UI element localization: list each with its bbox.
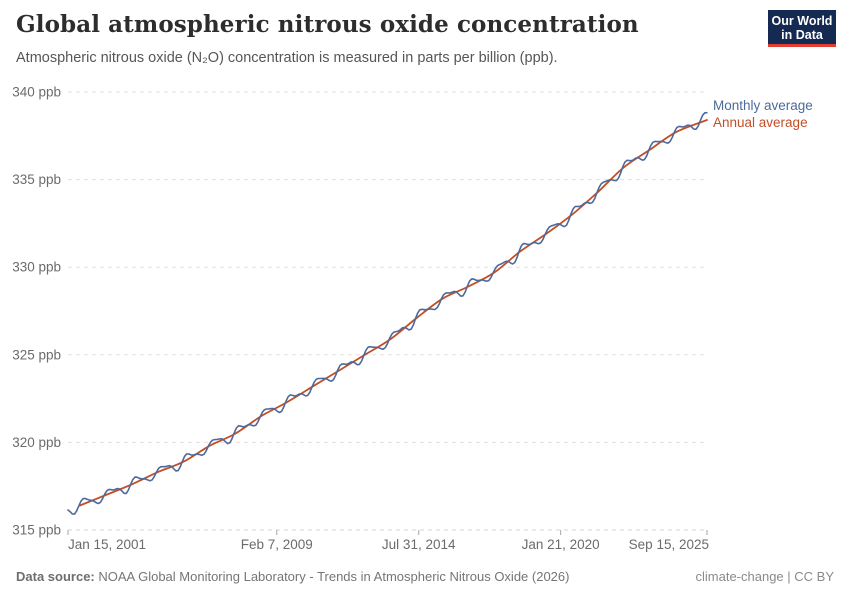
y-axis-tick-label: 335 ppb bbox=[12, 172, 61, 187]
data-source: Data source: NOAA Global Monitoring Labo… bbox=[16, 569, 569, 584]
annual-average-line[interactable] bbox=[79, 119, 708, 507]
page-title: Global atmospheric nitrous oxide concent… bbox=[16, 11, 639, 38]
owid-logo-line2: in Data bbox=[781, 28, 823, 42]
x-axis-tick-label: Feb 7, 2009 bbox=[241, 537, 313, 552]
data-source-text: NOAA Global Monitoring Laboratory - Tren… bbox=[94, 569, 570, 584]
y-axis-tick-label: 325 ppb bbox=[12, 347, 61, 362]
owid-logo[interactable]: Our World in Data bbox=[768, 10, 836, 47]
monthly-average-line[interactable] bbox=[67, 111, 708, 515]
legend-annual-average[interactable]: Annual average bbox=[713, 115, 808, 130]
x-axis-tick-label: Sep 15, 2025 bbox=[629, 537, 709, 552]
y-axis-tick-label: 330 ppb bbox=[12, 260, 61, 275]
y-axis-tick-label: 315 ppb bbox=[12, 523, 61, 538]
line-chart: 315 ppb 320 ppb 325 ppb 330 ppb 335 ppb 340 p… bbox=[12, 85, 813, 553]
owid-logo-line1: Our World bbox=[771, 14, 833, 28]
y-axis-tick-label: 320 ppb bbox=[12, 435, 61, 450]
chart-subtitle: Atmospheric nitrous oxide (N₂O) concentr… bbox=[16, 50, 558, 66]
attribution-link[interactable]: climate-change | CC BY bbox=[695, 569, 835, 584]
data-source-label: Data source: bbox=[16, 569, 95, 584]
x-axis-tick-label: Jan 21, 2020 bbox=[522, 537, 600, 552]
x-axis-tick-label: Jan 15, 2001 bbox=[68, 537, 146, 552]
x-axis-tick-label: Jul 31, 2014 bbox=[382, 537, 456, 552]
y-axis-tick-label: 340 ppb bbox=[12, 85, 61, 100]
legend-monthly-average[interactable]: Monthly average bbox=[713, 98, 813, 113]
